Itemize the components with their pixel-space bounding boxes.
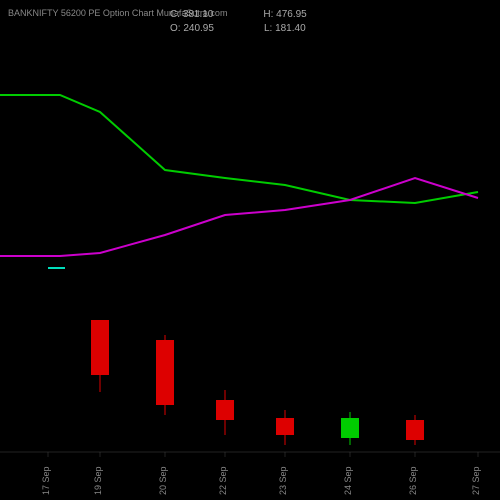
x-axis-tick-label: 20 Sep [158,466,168,495]
high-value: H: 476.95 [263,8,306,22]
indicator-line-magenta [0,178,478,256]
x-axis-tick-label: 17 Sep [41,466,51,495]
x-axis-tick-label: 24 Sep [343,466,353,495]
x-axis-tick-label: 27 Sep [471,466,481,495]
candle [216,400,234,420]
x-axis-tick-label: 22 Sep [218,466,228,495]
candle [156,340,174,405]
x-axis-tick-label: 26 Sep [408,466,418,495]
indicator-line-green [0,95,478,203]
candle [406,420,424,440]
price-chart [0,40,500,460]
x-axis-tick-label: 23 Sep [278,466,288,495]
x-axis-labels: 17 Sep 19 Sep 20 Sep 22 Sep 23 Sep 24 Sep 26 S… [0,465,500,495]
x-axis-tick-label: 19 Sep [93,466,103,495]
candle [341,418,359,438]
candle [276,418,294,435]
candle [91,320,109,375]
low-value: L: 181.40 [264,22,306,36]
open-value: O: 240.95 [170,22,214,36]
ohlc-display: C: 381.10 H: 476.95 O: 240.95 L: 181.40 [170,8,307,36]
close-value: C: 381.10 [170,8,213,22]
